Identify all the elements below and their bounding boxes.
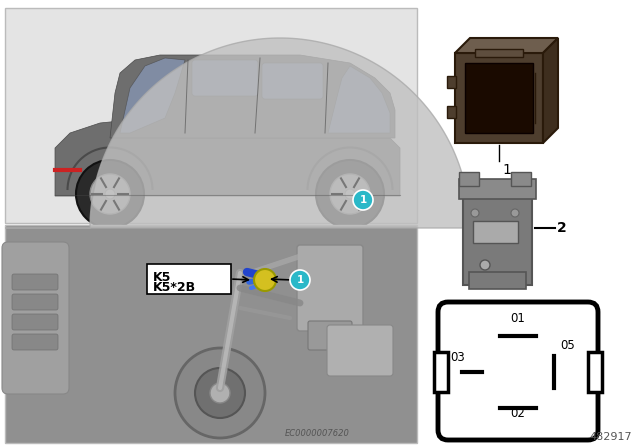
FancyBboxPatch shape — [12, 294, 58, 310]
Text: 03: 03 — [451, 351, 465, 364]
Circle shape — [511, 209, 519, 217]
Circle shape — [316, 160, 384, 228]
FancyBboxPatch shape — [455, 53, 543, 143]
FancyBboxPatch shape — [5, 225, 417, 443]
Text: 1: 1 — [502, 163, 511, 177]
Text: 1: 1 — [296, 275, 303, 285]
Circle shape — [105, 189, 115, 199]
Circle shape — [254, 269, 276, 291]
Polygon shape — [543, 38, 558, 143]
Circle shape — [210, 383, 230, 403]
Circle shape — [345, 189, 355, 199]
FancyBboxPatch shape — [192, 60, 258, 96]
Text: EC0000007620: EC0000007620 — [285, 429, 350, 438]
Polygon shape — [110, 55, 395, 138]
FancyBboxPatch shape — [327, 325, 393, 376]
Circle shape — [353, 190, 373, 210]
FancyBboxPatch shape — [473, 221, 518, 243]
FancyBboxPatch shape — [447, 76, 456, 88]
FancyBboxPatch shape — [308, 321, 352, 350]
Text: 02: 02 — [511, 407, 525, 420]
FancyBboxPatch shape — [438, 302, 598, 440]
FancyBboxPatch shape — [447, 106, 456, 118]
Circle shape — [90, 174, 130, 214]
Circle shape — [330, 174, 370, 214]
Polygon shape — [455, 38, 558, 53]
Polygon shape — [5, 38, 470, 228]
FancyBboxPatch shape — [588, 352, 602, 392]
Circle shape — [76, 160, 144, 228]
Text: 05: 05 — [560, 339, 575, 352]
FancyBboxPatch shape — [459, 172, 479, 186]
FancyBboxPatch shape — [297, 245, 363, 331]
FancyBboxPatch shape — [434, 352, 448, 392]
FancyBboxPatch shape — [262, 63, 323, 99]
FancyBboxPatch shape — [475, 49, 523, 57]
Text: K5: K5 — [153, 271, 172, 284]
FancyBboxPatch shape — [147, 264, 231, 294]
FancyBboxPatch shape — [5, 8, 417, 223]
FancyBboxPatch shape — [463, 186, 532, 285]
FancyBboxPatch shape — [2, 242, 69, 394]
FancyBboxPatch shape — [465, 63, 533, 133]
Text: 2: 2 — [557, 221, 567, 235]
Circle shape — [290, 270, 310, 290]
Polygon shape — [120, 58, 185, 133]
FancyBboxPatch shape — [12, 334, 58, 350]
Polygon shape — [328, 66, 390, 133]
FancyBboxPatch shape — [469, 272, 526, 289]
Circle shape — [175, 348, 265, 438]
Circle shape — [480, 260, 490, 270]
Text: 01: 01 — [511, 312, 525, 325]
FancyBboxPatch shape — [511, 172, 531, 186]
FancyBboxPatch shape — [459, 179, 536, 199]
Text: 482917: 482917 — [589, 432, 632, 442]
FancyBboxPatch shape — [12, 274, 58, 290]
Circle shape — [195, 368, 245, 418]
Polygon shape — [55, 120, 400, 196]
Text: K5*2B: K5*2B — [153, 281, 196, 294]
Text: 1: 1 — [360, 195, 367, 205]
FancyBboxPatch shape — [12, 314, 58, 330]
Circle shape — [471, 209, 479, 217]
